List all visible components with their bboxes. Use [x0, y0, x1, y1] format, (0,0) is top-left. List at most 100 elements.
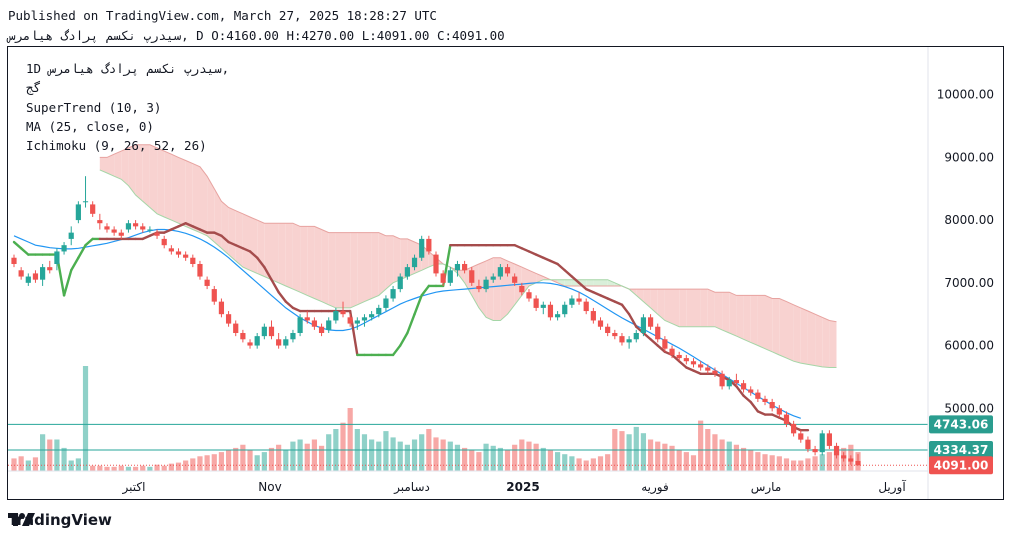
supertrend-segment — [191, 225, 202, 231]
candle-body — [454, 264, 461, 271]
supertrend-segment — [599, 294, 609, 300]
symbol-name: سیدرپ نکسم پرادگ هیامرس — [8, 28, 182, 43]
cloud-segment — [357, 232, 365, 305]
volume-bar — [597, 456, 604, 471]
cloud-segment — [736, 295, 744, 340]
cloud-segment — [164, 151, 172, 221]
candle-body — [411, 257, 418, 268]
supertrend-segment — [241, 247, 252, 253]
candle-body — [147, 229, 153, 231]
volume-bar — [347, 408, 353, 471]
supertrend-segment — [620, 303, 631, 316]
supertrend-segment — [413, 294, 423, 316]
legend-subtitle: گج — [26, 80, 42, 95]
volume-bar — [676, 450, 682, 471]
supertrend-segment — [749, 400, 760, 413]
price-tick-label: 9000.00 — [944, 150, 994, 164]
price-label-text: 4743.06 — [934, 417, 989, 431]
supertrend-segment — [756, 410, 767, 416]
candle-body — [447, 270, 453, 283]
volume-bar — [833, 450, 840, 471]
time-tick-label: Nov — [258, 480, 281, 494]
volume-bar — [519, 439, 525, 471]
cloud-segment — [693, 289, 701, 327]
cloud-segment — [271, 223, 279, 283]
supertrend-segment — [84, 237, 94, 247]
volume-bar — [590, 458, 596, 471]
candle-body — [819, 433, 825, 453]
candle-body — [54, 251, 60, 264]
time-tick-label: دسامبر — [393, 480, 430, 495]
time-tick-label: فوریه — [641, 480, 669, 495]
candle-body — [383, 298, 389, 308]
candle-body — [533, 298, 539, 308]
volume-bar — [318, 445, 325, 471]
chart-frame[interactable]: 10000.00 9000.00 8000.00 7000.00 6000.00 5000… — [7, 46, 1004, 500]
cloud-segment — [800, 307, 808, 365]
volume-bar — [562, 454, 568, 471]
candle-body — [283, 339, 289, 346]
cloud-segment — [700, 289, 708, 327]
chart-svg[interactable]: 10000.00 9000.00 8000.00 7000.00 6000.00 5000… — [8, 47, 1003, 499]
volume-bar — [748, 450, 754, 471]
volume-bar — [726, 441, 732, 471]
volume-bar — [168, 463, 174, 471]
legend-title[interactable]: 1D سیدرپ نکسم پرادگ هیامرس, — [26, 61, 230, 76]
candle-body — [655, 326, 661, 340]
candle-body — [18, 270, 24, 277]
candle-body — [590, 311, 596, 321]
volume-bar — [233, 447, 239, 471]
published-line: Published on TradingView.com, March 27, … — [8, 8, 437, 23]
cloud-segment — [200, 166, 208, 236]
candle-body — [225, 314, 232, 324]
cloud-segment — [493, 257, 501, 321]
cloud-segment — [672, 289, 680, 327]
ma-path — [13, 228, 801, 419]
volume-bar — [290, 441, 296, 471]
legend-ichimoku[interactable]: Ichimoku (9, 26, 52, 26) — [26, 138, 207, 153]
candle-body — [733, 380, 740, 384]
cloud-segment — [192, 163, 200, 233]
tradingview-brand[interactable]: TradingView — [8, 511, 112, 529]
cloud-segment — [815, 314, 823, 367]
cloud-segment — [600, 279, 608, 286]
volume-bar — [61, 447, 67, 471]
candle-body — [612, 333, 618, 337]
cloud-segment — [228, 207, 236, 261]
cloud-segment — [743, 295, 751, 343]
candles — [11, 176, 861, 466]
cloud-segment — [292, 223, 301, 293]
volume-bar — [419, 434, 425, 471]
legend-supertrend[interactable]: SuperTrend (10, 3) — [26, 100, 162, 115]
volume-bar — [690, 455, 697, 471]
supertrend-segment — [542, 256, 552, 263]
legend-ma[interactable]: MA (25, close, 0) — [26, 119, 154, 134]
price-axis: 10000.00 9000.00 8000.00 7000.00 6000.00 5000… — [937, 88, 994, 416]
volume-bar — [97, 465, 103, 471]
cloud-segment — [793, 304, 801, 364]
volume-bar — [776, 456, 782, 471]
candle-body — [576, 298, 582, 302]
candle-body — [218, 301, 225, 315]
candle-body — [261, 326, 267, 337]
volume-bar — [619, 431, 625, 471]
supertrend-segment — [277, 291, 287, 303]
cloud-segment — [278, 223, 286, 286]
candle-body — [712, 370, 718, 374]
candle-body — [583, 301, 589, 312]
cloud-segment — [107, 154, 115, 177]
candle-body — [118, 232, 124, 236]
time-tick-label: اکتبر — [122, 480, 146, 495]
cloud-segment — [235, 210, 243, 268]
volume-bar — [340, 422, 346, 471]
volume-bar — [154, 464, 160, 471]
cloud-segment — [114, 151, 122, 180]
volume-bar — [132, 466, 139, 471]
candle-body — [690, 361, 697, 365]
candle-body — [440, 273, 446, 283]
candle-body — [426, 238, 432, 252]
volume-bar — [626, 434, 632, 471]
candle-body — [762, 398, 768, 402]
volume-bar — [82, 366, 89, 471]
